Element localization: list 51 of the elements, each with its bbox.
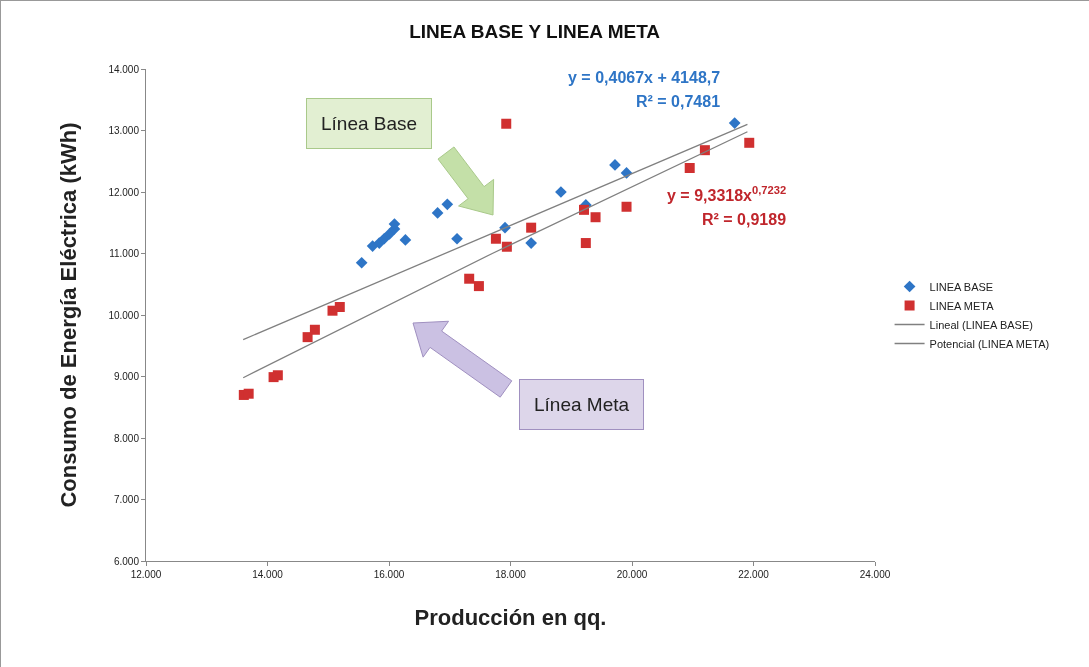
legend-label: LINEA META bbox=[929, 299, 995, 312]
y-tick-label: 7.000 bbox=[113, 494, 140, 505]
point bbox=[243, 388, 254, 399]
point bbox=[501, 118, 512, 129]
annotation: Línea Meta bbox=[534, 394, 630, 415]
point bbox=[272, 370, 283, 381]
point bbox=[431, 207, 444, 219]
annotation: R² = 0,9189 bbox=[702, 211, 787, 228]
point bbox=[728, 117, 741, 129]
point bbox=[399, 234, 412, 246]
point bbox=[526, 222, 537, 233]
x-axis-title: Producción en qq. bbox=[414, 604, 607, 630]
x-tick-label: 16.000 bbox=[373, 569, 405, 580]
legend-label: LINEA BASE bbox=[929, 280, 994, 293]
y-tick-label: 9.000 bbox=[113, 371, 140, 382]
legend-label: Potencial (LINEA META) bbox=[929, 337, 1050, 350]
point bbox=[334, 302, 345, 313]
y-tick-label: 10.000 bbox=[108, 309, 140, 321]
x-tick-label: 24.000 bbox=[859, 569, 891, 580]
y-tick-label: 14.000 bbox=[108, 63, 140, 75]
annotation: R² = 0,7481 bbox=[636, 93, 721, 110]
point bbox=[355, 256, 368, 269]
y-tick-label: 6.000 bbox=[113, 555, 140, 567]
y-tick-label: 8.000 bbox=[113, 432, 140, 444]
y-axis-title: Consumo de Energía Eléctrica (kWh) bbox=[56, 122, 82, 508]
x-tick-label: 14.000 bbox=[252, 569, 284, 580]
point bbox=[590, 212, 601, 223]
point bbox=[451, 232, 463, 245]
x-tick-label: 18.000 bbox=[495, 569, 527, 580]
y-tick-label: 13.000 bbox=[108, 125, 140, 136]
y-tick-label: 11.000 bbox=[109, 248, 140, 259]
annotation: y = 9,3318x$^{0,7232}$ bbox=[667, 184, 787, 204]
point bbox=[302, 332, 313, 343]
x-tick-label: 20.000 bbox=[616, 569, 648, 580]
point bbox=[441, 198, 454, 211]
point bbox=[684, 163, 695, 174]
point bbox=[490, 233, 501, 244]
point bbox=[744, 137, 755, 148]
point bbox=[621, 201, 632, 212]
y-tick-label: 12.000 bbox=[108, 186, 140, 198]
point bbox=[525, 237, 538, 249]
point bbox=[464, 273, 475, 284]
x-tick-label: 22.000 bbox=[738, 569, 770, 580]
point bbox=[309, 324, 320, 335]
point bbox=[580, 238, 591, 249]
x-tick-label: 12.000 bbox=[130, 569, 162, 580]
annotation: Línea Base bbox=[321, 113, 418, 134]
point bbox=[473, 281, 484, 292]
legend-label: Lineal (LINEA BASE) bbox=[929, 318, 1033, 331]
annotation: y = 0,4067x + 4148,7 bbox=[568, 69, 721, 86]
chart-title: LINEA BASE Y LINEA META bbox=[409, 20, 661, 42]
